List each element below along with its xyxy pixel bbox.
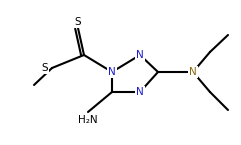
Text: N: N (136, 87, 144, 97)
Text: H₂N: H₂N (78, 115, 98, 125)
Text: N: N (108, 67, 116, 77)
Text: S: S (42, 63, 48, 73)
Text: S: S (75, 17, 81, 27)
Text: N: N (136, 50, 144, 60)
Text: N: N (189, 67, 197, 77)
